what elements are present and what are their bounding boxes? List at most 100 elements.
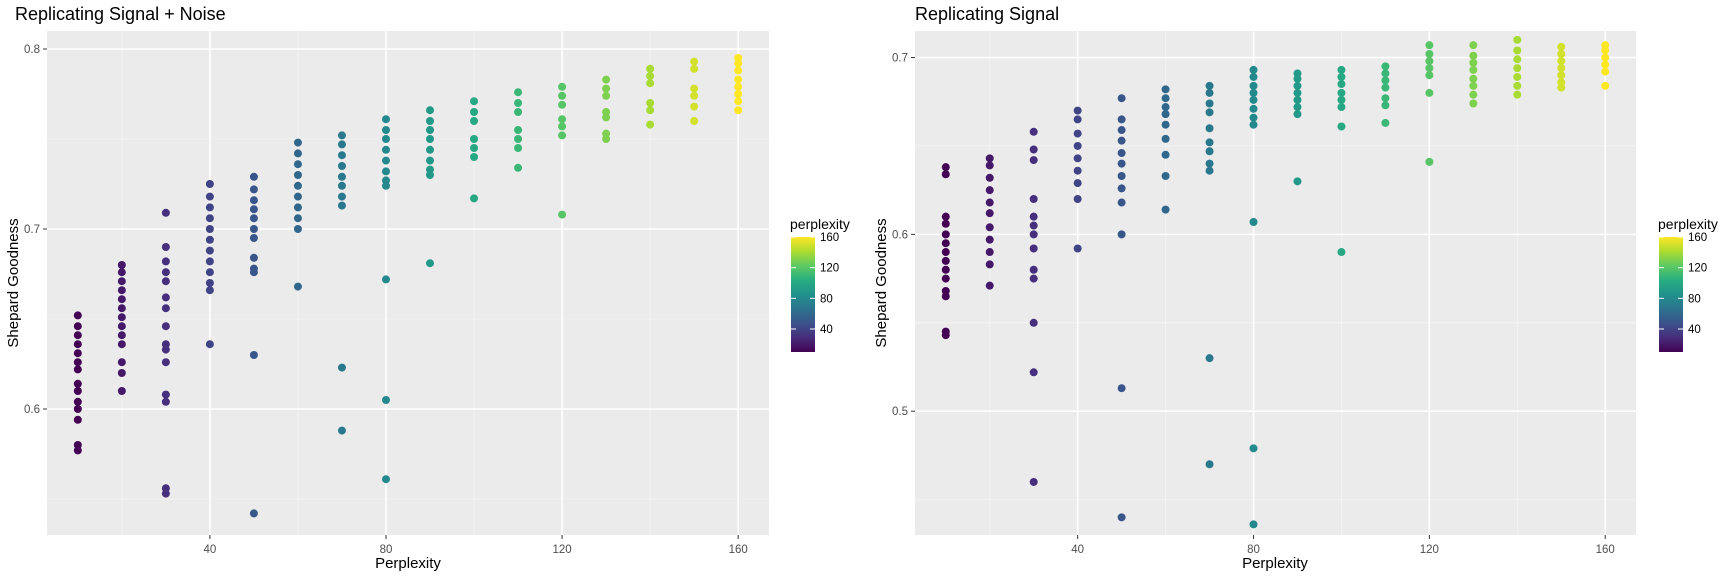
data-point <box>1073 115 1082 124</box>
data-point <box>734 97 743 106</box>
data-point <box>734 106 743 115</box>
data-point <box>941 219 950 228</box>
data-point <box>690 84 699 93</box>
data-point <box>205 257 214 266</box>
data-point <box>1029 212 1038 221</box>
data-point <box>161 243 170 251</box>
data-point <box>73 397 82 406</box>
data-point <box>985 186 994 195</box>
data-point <box>205 268 214 277</box>
data-point <box>161 345 170 354</box>
data-point <box>249 185 258 194</box>
data-point <box>249 253 258 262</box>
data-point <box>1337 65 1346 74</box>
data-point <box>646 72 655 80</box>
data-point <box>1513 90 1522 99</box>
data-point <box>734 82 743 91</box>
data-point <box>161 257 170 266</box>
data-point <box>1601 53 1610 62</box>
data-point <box>514 99 523 107</box>
data-point <box>646 99 655 107</box>
data-point <box>985 173 994 182</box>
data-point <box>381 275 390 284</box>
data-point <box>1117 126 1126 135</box>
data-point <box>514 144 523 152</box>
data-point <box>1029 477 1038 486</box>
data-point <box>337 201 346 210</box>
data-point <box>690 64 699 73</box>
data-point <box>1557 49 1566 58</box>
data-point <box>690 117 699 125</box>
data-point <box>1205 147 1214 156</box>
data-point <box>426 156 435 165</box>
data-point <box>381 145 390 154</box>
data-point <box>602 135 611 143</box>
data-point <box>337 131 346 140</box>
data-point <box>1513 55 1522 64</box>
legend-tick-label: 80 <box>820 293 833 305</box>
data-point <box>117 286 126 295</box>
data-point <box>1513 35 1522 44</box>
data-point <box>1557 42 1566 51</box>
data-point <box>941 265 950 274</box>
data-point <box>1073 129 1082 138</box>
data-point <box>1161 134 1170 143</box>
data-point <box>1249 65 1258 74</box>
data-point <box>1161 172 1170 181</box>
data-point <box>205 180 214 188</box>
data-point <box>205 235 214 244</box>
data-point <box>514 88 523 97</box>
data-point <box>1249 95 1258 104</box>
data-point <box>1249 88 1258 97</box>
data-point <box>1381 69 1390 78</box>
legend-title: perplexity <box>790 216 850 232</box>
data-point <box>558 100 567 109</box>
data-point <box>1469 90 1478 99</box>
data-point <box>426 171 435 179</box>
data-point <box>1469 41 1478 50</box>
data-point <box>1161 110 1170 119</box>
data-point <box>249 214 258 223</box>
data-point <box>514 108 523 116</box>
data-point <box>1469 81 1478 90</box>
data-point <box>602 75 611 84</box>
data-point <box>1293 177 1302 186</box>
data-point <box>470 144 479 152</box>
data-point <box>558 210 567 219</box>
data-point <box>558 91 567 100</box>
data-point <box>985 161 994 170</box>
data-point <box>205 279 214 287</box>
colorbar-legend: perplexity 40 80 120 160 <box>1658 216 1718 352</box>
data-point <box>646 106 655 115</box>
data-point <box>941 256 950 265</box>
data-point <box>426 117 435 125</box>
data-point <box>1205 88 1214 97</box>
data-point <box>1513 64 1522 73</box>
data-point <box>941 292 950 301</box>
data-point <box>1293 103 1302 112</box>
data-point <box>117 268 126 277</box>
data-point <box>734 90 743 98</box>
y-tick-label: 0.8 <box>24 44 40 56</box>
data-point <box>117 331 126 340</box>
data-point <box>1029 127 1038 136</box>
data-point <box>1161 205 1170 214</box>
colorbar-ticks <box>791 236 815 330</box>
data-point <box>558 115 567 124</box>
y-tick-label: 0.7 <box>892 53 908 65</box>
data-point <box>73 365 82 374</box>
data-point <box>1469 51 1478 60</box>
data-point <box>1117 159 1126 168</box>
data-point <box>470 117 479 125</box>
data-point <box>1425 57 1434 66</box>
data-point <box>1557 83 1566 92</box>
data-point <box>1425 157 1434 166</box>
data-point <box>1161 85 1170 94</box>
data-point <box>1337 72 1346 81</box>
plot-panel <box>47 31 769 535</box>
data-point <box>941 248 950 257</box>
data-point <box>117 313 126 322</box>
data-point <box>426 126 435 134</box>
data-point <box>73 358 82 367</box>
data-point <box>1117 513 1126 522</box>
